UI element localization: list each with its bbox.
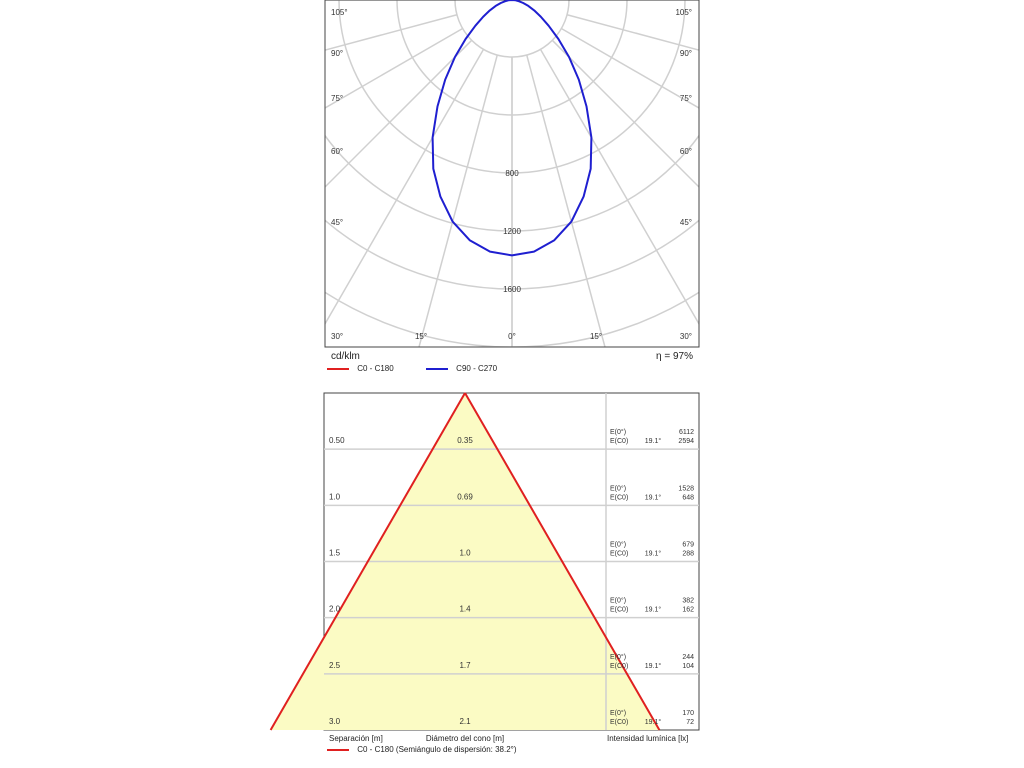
polar-spoke xyxy=(526,54,606,347)
cone-diameter-value: 1.7 xyxy=(459,661,471,670)
angle-label-left: 75° xyxy=(331,94,343,103)
ec0-angle: 19.1° xyxy=(645,662,662,670)
angle-label-right: 90° xyxy=(680,49,692,58)
radial-tick-label: 800 xyxy=(505,169,519,178)
cone-diameter-value: 2.1 xyxy=(459,717,471,726)
polar-spoke xyxy=(325,39,473,189)
radial-tick-label: 1600 xyxy=(503,285,521,294)
separation-value: 1.5 xyxy=(329,549,341,558)
cone-edge-left xyxy=(269,392,466,731)
angle-label-right: 45° xyxy=(680,218,692,227)
col-separacion-label: Separación [m] xyxy=(329,734,383,743)
legend-label: C90 - C270 xyxy=(456,364,498,373)
ec0-value: 288 xyxy=(682,551,694,558)
ec0-label: E(C0) xyxy=(610,719,628,726)
ec0-label: E(C0) xyxy=(610,494,628,501)
ec0-angle: 19.1° xyxy=(645,606,662,614)
cone-diameter-value: 1.4 xyxy=(459,605,471,614)
e0-label: E(0°) xyxy=(610,709,626,717)
polar-spoke xyxy=(560,27,699,109)
ec0-value: 2594 xyxy=(678,438,694,445)
series-line-c90-c270 xyxy=(431,0,593,257)
ec0-label: E(C0) xyxy=(610,551,628,558)
e0-value: 382 xyxy=(682,598,694,605)
e0-label: E(0°) xyxy=(610,653,626,661)
cone-legend-label: C0 - C180 (Semiángulo de dispersión: 38.… xyxy=(357,745,517,754)
angle-label-left: 15° xyxy=(415,332,427,341)
separation-value: 1.0 xyxy=(329,492,341,501)
ec0-label: E(C0) xyxy=(610,438,628,445)
legend-label: C0 - C180 xyxy=(357,364,394,373)
ec0-value: 162 xyxy=(682,607,694,614)
polar-spoke xyxy=(566,14,699,51)
polar-spoke xyxy=(325,27,464,109)
e0-value: 170 xyxy=(682,710,694,717)
cone-legend: C0 - C180 (Semiángulo de dispersión: 38.… xyxy=(327,745,517,754)
cone-diameter-value: 0.35 xyxy=(457,436,473,445)
polar-grid xyxy=(325,0,699,347)
separation-value: 2.0 xyxy=(329,605,341,614)
polar-spoke xyxy=(551,39,699,189)
e0-label: E(0°) xyxy=(610,484,626,492)
cone-edge-right xyxy=(464,392,661,731)
ec0-value: 648 xyxy=(682,494,694,501)
e0-label: E(0°) xyxy=(610,597,626,605)
angle-label-left: 105° xyxy=(331,8,348,17)
e0-value: 244 xyxy=(682,654,694,661)
angle-label-right: 30° xyxy=(680,332,692,341)
ec0-angle: 19.1° xyxy=(645,437,662,445)
ec0-angle: 19.1° xyxy=(645,718,662,726)
angle-label-right: 75° xyxy=(680,94,692,103)
angle-label-right: 105° xyxy=(675,8,692,17)
ec0-angle: 19.1° xyxy=(645,550,662,558)
separation-value: 2.5 xyxy=(329,661,341,670)
angle-label-left: 0° xyxy=(508,332,516,341)
legend-item-c90-c270: C90 - C270 xyxy=(425,364,498,373)
ec0-angle: 19.1° xyxy=(645,493,662,501)
ec0-label: E(C0) xyxy=(610,607,628,614)
ec0-value: 72 xyxy=(686,719,694,726)
polar-spoke xyxy=(418,54,498,347)
e0-value: 6112 xyxy=(679,429,694,436)
angle-label-left: 60° xyxy=(331,147,343,156)
angle-label-left: 45° xyxy=(331,218,343,227)
separation-value: 3.0 xyxy=(329,717,341,726)
cone-diameter-value: 1.0 xyxy=(459,549,471,558)
e0-value: 1528 xyxy=(678,485,694,492)
e0-label: E(0°) xyxy=(610,541,626,549)
legend-swatch xyxy=(327,748,349,751)
polar-frame xyxy=(324,0,700,348)
angle-label-left: 90° xyxy=(331,49,343,58)
col-intensidad-label: Intensidad lumínica [lx] xyxy=(607,734,689,743)
cone-diameter-value: 0.69 xyxy=(457,492,473,501)
legend-swatch xyxy=(425,367,448,370)
col-diametro-label: Diámetro del cono [m] xyxy=(425,734,505,743)
polar-legend: C0 - C180 C90 - C270 xyxy=(327,364,497,373)
polar-spoke xyxy=(325,48,485,326)
polar-spoke xyxy=(325,14,458,51)
polar-unit-label: cd/klm xyxy=(331,351,360,362)
angle-label-right: 15° xyxy=(590,332,602,341)
radial-tick-label: 1200 xyxy=(503,227,521,236)
polar-spoke xyxy=(539,48,699,326)
efficiency-label: η = 97% xyxy=(656,351,693,362)
e0-value: 679 xyxy=(682,542,694,549)
legend-swatch xyxy=(327,367,349,370)
separation-value: 0.50 xyxy=(329,436,345,445)
ec0-value: 104 xyxy=(682,663,694,670)
angle-label-right: 60° xyxy=(680,147,692,156)
angle-label-left: 30° xyxy=(331,332,343,341)
e0-label: E(0°) xyxy=(610,428,626,436)
legend-item-c0-c180: C0 - C180 xyxy=(327,364,394,373)
ec0-label: E(C0) xyxy=(610,663,628,670)
